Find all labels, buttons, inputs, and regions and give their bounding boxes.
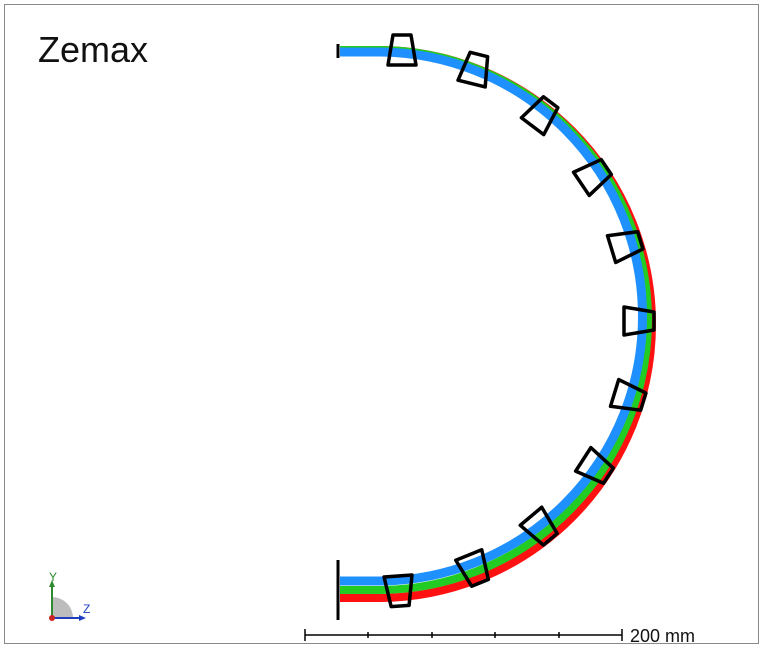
scale-bar	[304, 629, 623, 641]
layout-viewport	[4, 4, 759, 644]
prism-element-2	[456, 50, 490, 89]
axes-indicator: Y Z	[49, 570, 90, 621]
scale-bar-label: 200 mm	[630, 626, 696, 646]
prism-element-9	[518, 505, 559, 547]
beam-red	[340, 46, 656, 602]
prism-element-3	[519, 95, 560, 137]
diagram-title: Zemax	[38, 29, 149, 70]
prism-element-11	[382, 573, 414, 609]
prism-element-7	[608, 377, 648, 413]
z-axis-label: Z	[83, 602, 90, 616]
prism-element-8	[573, 445, 616, 486]
prism-element-5	[605, 229, 645, 265]
prism-element-6	[622, 305, 656, 337]
beam-green	[340, 46, 652, 594]
prism-element-1	[386, 33, 418, 67]
y-axis-label: Y	[49, 570, 57, 584]
prism-element-10	[454, 548, 491, 588]
beam-blue	[340, 47, 647, 586]
prism-element-4	[571, 157, 614, 198]
